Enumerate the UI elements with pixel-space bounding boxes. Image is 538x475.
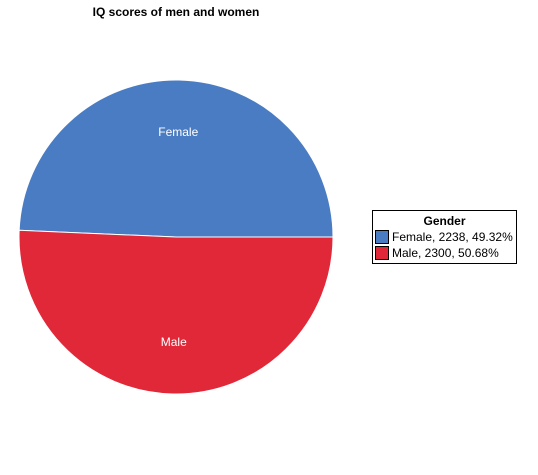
legend-title: Gender (423, 214, 466, 228)
pie-slices (18, 79, 334, 395)
legend: Gender Female, 2238, 49.32% Male, 2300, … (372, 210, 517, 264)
legend-item-male: Male, 2300, 50.68% (373, 245, 516, 261)
legend-label-female: Female, 2238, 49.32% (392, 230, 513, 244)
pie-slice-label-female: Female (158, 125, 198, 139)
pie-slice-male (18, 229, 334, 395)
chart-title: IQ scores of men and women (92, 5, 260, 19)
pie-slice-label-male: Male (161, 335, 187, 349)
legend-label-male: Male, 2300, 50.68% (392, 246, 499, 260)
legend-swatch-male (375, 246, 389, 260)
pie-slice-female (18, 79, 334, 238)
legend-swatch-female (375, 230, 389, 244)
legend-item-female: Female, 2238, 49.32% (373, 229, 516, 245)
pie-slice-labels: Female Male (158, 125, 198, 349)
